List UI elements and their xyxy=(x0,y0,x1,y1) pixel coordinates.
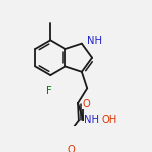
Text: NH: NH xyxy=(87,36,102,46)
Text: NH: NH xyxy=(85,115,99,125)
Text: O: O xyxy=(67,145,75,152)
Text: F: F xyxy=(46,86,52,97)
Text: OH: OH xyxy=(102,115,117,125)
Text: O: O xyxy=(82,99,90,109)
